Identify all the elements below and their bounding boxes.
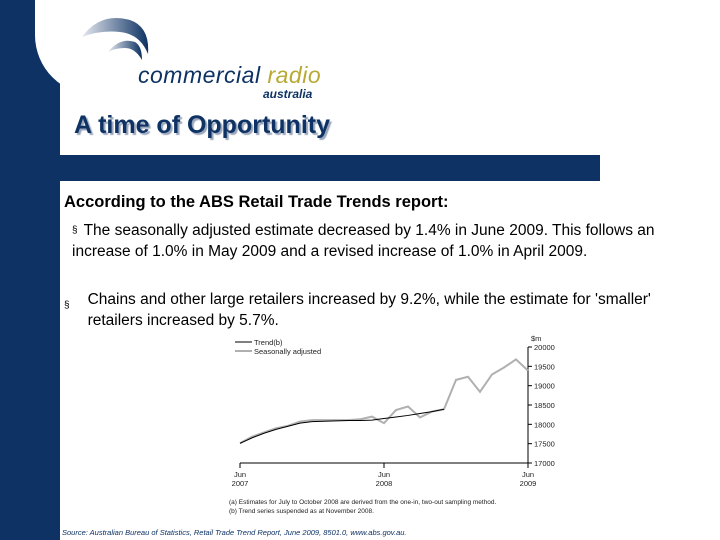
retail-chart: $m20000195001900018500180001750017000Jun… [229,334,555,515]
chart-footnote: (b) Trend series suspended as at Novembe… [229,508,374,515]
y-tick-label: 17500 [534,440,555,449]
x-tick-month: Jun [378,470,390,479]
y-tick-label: 19500 [534,362,555,371]
legend-label: Seasonally adjusted [254,347,321,356]
logo: commercial radio australia [80,12,340,101]
page-title: A time of Opportunity [74,111,330,139]
x-tick-year: 2009 [520,479,537,488]
series-line-trend [239,408,445,444]
y-tick-label: 17000 [534,459,555,468]
bullet-marker: § [72,225,78,236]
bullet-marker: § [64,300,70,311]
bullet-item: § Chains and other large retailers increa… [64,289,684,331]
y-tick-label: 18500 [534,401,555,410]
series-line-seasonally-adjusted [239,358,529,445]
source-note: Source: Australian Bureau of Statistics,… [62,528,407,537]
x-tick-month: Jun [234,470,246,479]
y-tick-label: 18000 [534,420,555,429]
y-axis-label: $m [531,334,541,343]
logo-subtext: australia [263,87,313,101]
legend-label: Trend(b) [254,338,283,347]
y-tick-label: 20000 [534,343,555,352]
x-tick-year: 2008 [376,479,393,488]
wave-logo-icon [82,18,149,60]
title-bar [60,155,600,181]
y-tick-label: 19000 [534,382,555,391]
left-band [0,0,60,540]
bullet-item: § The seasonally adjusted estimate decrea… [72,220,692,262]
x-tick-month: Jun [522,470,534,479]
bullet-text: The seasonally adjusted estimate decreas… [72,222,655,260]
chart-footnote: (a) Estimates for July to October 2008 a… [229,499,497,506]
x-tick-year: 2007 [232,479,249,488]
intro-text: According to the ABS Retail Trade Trends… [64,193,449,211]
logo-text: commercial radio [138,62,322,88]
bullet-text: Chains and other large retailers increas… [87,291,651,329]
